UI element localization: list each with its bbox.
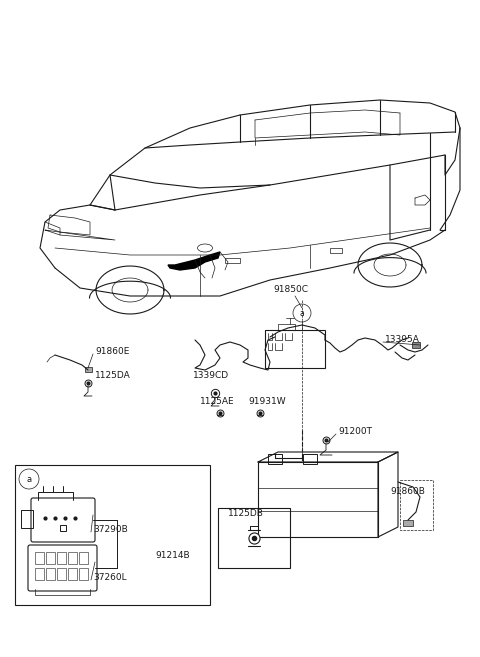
Text: a: a bbox=[300, 309, 304, 317]
Bar bbox=[35, 552, 44, 564]
Text: 1339CD: 1339CD bbox=[193, 371, 229, 380]
Text: 13395A: 13395A bbox=[385, 336, 420, 344]
Bar bbox=[265, 330, 325, 368]
Bar bbox=[85, 367, 92, 372]
Polygon shape bbox=[168, 252, 220, 270]
Text: 91860B: 91860B bbox=[390, 487, 425, 497]
Bar bbox=[35, 568, 44, 580]
Bar bbox=[68, 552, 77, 564]
Bar bbox=[330, 248, 342, 253]
Bar bbox=[68, 568, 77, 580]
Text: 91214B: 91214B bbox=[155, 551, 190, 560]
Text: a: a bbox=[26, 474, 32, 484]
Bar bbox=[303, 454, 317, 464]
Text: 91200T: 91200T bbox=[338, 428, 372, 436]
Bar bbox=[79, 552, 88, 564]
Text: 1125AE: 1125AE bbox=[200, 397, 235, 407]
Bar bbox=[225, 258, 240, 263]
Bar bbox=[218, 508, 290, 568]
Bar bbox=[57, 552, 66, 564]
Text: 37260L: 37260L bbox=[93, 574, 127, 583]
Text: 1125DB: 1125DB bbox=[228, 509, 264, 518]
Text: 91931W: 91931W bbox=[248, 397, 286, 407]
Bar bbox=[57, 568, 66, 580]
Text: 91860E: 91860E bbox=[95, 348, 130, 357]
Bar bbox=[79, 568, 88, 580]
Bar bbox=[21, 510, 33, 528]
Text: 37290B: 37290B bbox=[93, 526, 128, 535]
Bar bbox=[15, 465, 210, 605]
Text: 91850C: 91850C bbox=[273, 286, 308, 294]
Bar bbox=[268, 454, 282, 464]
Bar bbox=[46, 552, 55, 564]
Bar bbox=[46, 568, 55, 580]
Bar bbox=[258, 462, 378, 537]
Text: 1125DA: 1125DA bbox=[95, 371, 131, 380]
Bar bbox=[403, 520, 413, 526]
Bar bbox=[412, 342, 420, 348]
